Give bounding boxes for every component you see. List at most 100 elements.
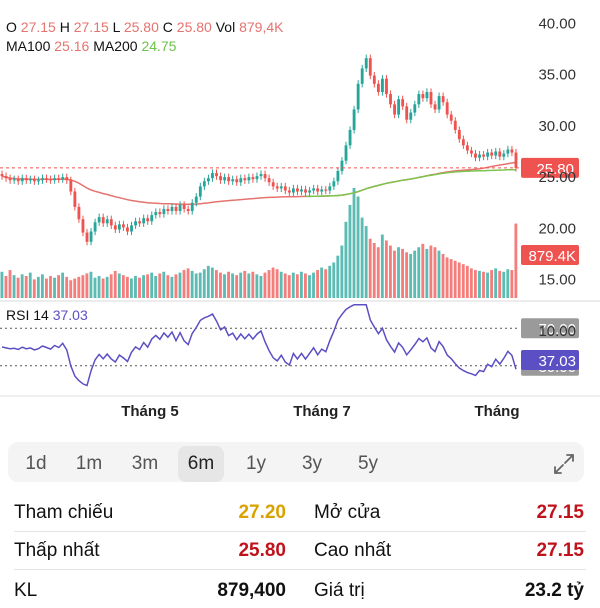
volume-bar xyxy=(77,276,81,298)
value-stat-label: Giá trị xyxy=(314,580,365,601)
volume-bar xyxy=(275,269,279,298)
volume-bar xyxy=(190,270,194,298)
candle-body xyxy=(105,219,109,224)
volume-bar xyxy=(332,262,336,298)
candle-body xyxy=(202,181,206,187)
ma100-line xyxy=(1,161,517,206)
volume-bar xyxy=(170,276,174,298)
candle-body xyxy=(381,78,384,93)
volume-bar xyxy=(45,278,48,298)
candle-body xyxy=(441,96,445,103)
candle-body xyxy=(360,68,364,84)
candle-body xyxy=(174,206,178,212)
volume-bar xyxy=(105,276,109,298)
candle-body xyxy=(348,129,352,146)
candle-body xyxy=(142,218,146,224)
volume-bar xyxy=(214,270,218,298)
candle-body xyxy=(470,150,473,154)
candle-body xyxy=(308,190,312,193)
volume-bar xyxy=(271,267,275,298)
candle-body xyxy=(405,106,409,120)
candle-body xyxy=(461,139,465,146)
low-price-value: 25.80 xyxy=(238,540,286,561)
expand-icon[interactable] xyxy=(550,450,578,478)
candle-body xyxy=(482,154,486,157)
candle-body xyxy=(498,151,502,157)
candle-body xyxy=(8,178,12,181)
volume-bar xyxy=(291,272,295,298)
candle-body xyxy=(182,204,186,209)
tab-1m[interactable]: 1m xyxy=(75,453,103,474)
candle-body xyxy=(328,186,332,191)
volume-bar xyxy=(154,276,158,298)
volume-bar xyxy=(40,274,44,298)
candle-body xyxy=(364,58,368,69)
volume-bar xyxy=(502,271,506,298)
open-value: 27.15 xyxy=(20,19,56,35)
low-price-label: Thấp nhất xyxy=(14,540,100,561)
tab-3m[interactable]: 3m xyxy=(131,453,159,474)
volume-bar xyxy=(405,252,409,298)
candle-body xyxy=(490,152,494,156)
volume-bar xyxy=(457,262,461,298)
candle-body xyxy=(73,191,77,207)
candle-body xyxy=(57,178,61,180)
volume-bar xyxy=(328,265,332,298)
candle-body xyxy=(417,94,421,105)
volume-bar xyxy=(49,276,52,298)
volume-bar xyxy=(73,278,77,298)
tab-3y[interactable]: 3y xyxy=(301,453,323,474)
tab-1d[interactable]: 1d xyxy=(25,453,47,474)
rsi-value: 37.03 xyxy=(52,307,88,323)
candle-body xyxy=(194,196,198,203)
volume-bar xyxy=(117,273,121,298)
volume-bar xyxy=(186,268,190,298)
volume-bar xyxy=(146,274,150,298)
candle-body xyxy=(69,180,73,192)
volume-bar xyxy=(299,271,303,298)
candle-body xyxy=(255,176,259,180)
high-price-value: 27.15 xyxy=(536,540,584,561)
volume-bar xyxy=(308,275,311,298)
tab-5y[interactable]: 5y xyxy=(357,453,379,474)
stats-row-1: Tham chiếu 27.20 Mở cửa 27.15 xyxy=(0,494,600,532)
reference-price-label: Tham chiếu xyxy=(14,502,114,523)
candle-body xyxy=(186,208,190,212)
candle-body xyxy=(259,174,263,177)
volume-bar xyxy=(514,223,518,298)
candle-body xyxy=(85,232,89,242)
volume-bar xyxy=(336,255,340,298)
time-axis-label: Tháng xyxy=(475,403,520,420)
volume-bar xyxy=(32,279,36,298)
candle-body xyxy=(223,177,227,181)
candle-body xyxy=(385,78,388,95)
candle-body xyxy=(134,221,137,226)
volume-bar xyxy=(125,276,129,298)
timeframe-selector xyxy=(8,442,584,482)
time-axis-label: Tháng 7 xyxy=(293,403,351,420)
candle-body xyxy=(397,99,401,115)
volume-bar xyxy=(287,275,291,298)
divider xyxy=(14,569,586,570)
ma100-label: MA100 xyxy=(6,38,51,54)
tab-1y[interactable]: 1y xyxy=(245,453,267,474)
candle-body xyxy=(12,179,16,181)
open-price-label: Mở cửa xyxy=(314,502,381,523)
volume-bar xyxy=(65,276,69,298)
candle-body xyxy=(413,104,417,113)
volume-bar xyxy=(397,247,400,298)
stats-row-2: Thấp nhất 25.80 Cao nhất 27.15 xyxy=(0,532,600,570)
volume-bar xyxy=(210,267,214,298)
volume-bar xyxy=(506,269,510,298)
candle-body xyxy=(324,189,328,191)
tab-6m[interactable]: 6m xyxy=(178,446,224,482)
candle-body xyxy=(344,145,348,161)
volume-bar xyxy=(223,274,226,298)
candle-body xyxy=(494,151,498,156)
volume-bar xyxy=(461,264,465,298)
candle-body xyxy=(279,186,283,189)
volume-bar xyxy=(482,271,485,298)
candle-body xyxy=(65,177,69,181)
